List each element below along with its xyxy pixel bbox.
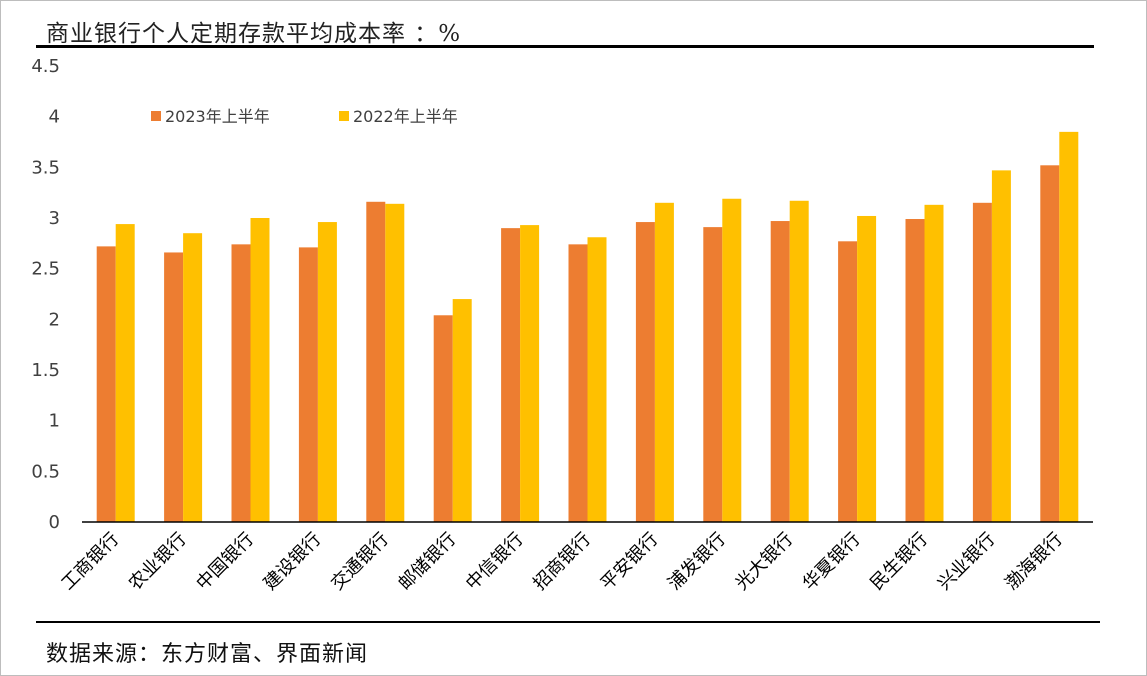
x-tick-label: 中国银行 [192,529,258,595]
legend-swatch [151,111,161,121]
x-tick-label: 招商银行 [529,529,595,595]
x-tick-label: 平安银行 [597,529,663,595]
x-tick-label: 渤海银行 [1001,529,1067,595]
bar-series-1 [366,201,386,522]
y-tick-label: 0 [49,512,60,533]
bar-series-2 [991,170,1011,522]
bar-series-2 [385,203,405,522]
y-tick-label: 1.5 [31,360,60,381]
y-tick-label: 2 [49,309,60,330]
bar-series-1 [164,252,184,522]
source-rule [36,621,1100,623]
bar-series-2 [317,222,337,522]
bar-series-1 [838,241,858,522]
data-source: 数据来源：东方财富、界面新闻 [46,642,369,667]
bar-series-2 [250,218,270,522]
bar-series-1 [905,219,925,522]
legend-label: 2022年上半年 [353,107,458,126]
bar-series-2 [452,299,472,522]
bar-series-2 [857,215,877,522]
bar-series-2 [587,237,607,522]
bar-series-1 [96,246,116,522]
y-tick-label: 3 [49,208,60,229]
y-tick-label: 4 [49,107,60,128]
chart-title: 商业银行个人定期存款平均成本率 ：% [46,21,462,47]
bar-series-1 [972,202,992,523]
bar-series-1 [1040,165,1060,522]
bar-series-2 [115,224,135,522]
x-tick-label: 工商银行 [57,529,123,595]
x-tick-label: 浦发银行 [664,529,730,595]
bar-series-2 [654,202,674,523]
x-tick-label: 交通银行 [327,529,393,595]
bar-series-1 [635,222,655,522]
y-tick-label: 4.5 [31,56,60,77]
legend-label: 2023年上半年 [165,107,270,126]
bar-series-1 [231,244,251,522]
x-tick-label: 农业银行 [125,529,191,595]
x-tick-label: 光大银行 [731,529,797,595]
bar-series-1 [298,247,318,523]
bar-series-2 [722,198,742,522]
x-tick-label: 华夏银行 [799,529,865,595]
y-tick-label: 3.5 [31,157,60,178]
x-tick-label: 民生银行 [866,529,932,595]
bar-series-2 [1059,131,1079,522]
title-rule [36,45,1094,48]
bar-series-1 [433,315,453,522]
y-tick-label: 0.5 [31,461,60,482]
bar-series-2 [924,204,944,522]
bar-series-2 [789,200,809,523]
x-tick-label: 建设银行 [260,529,326,595]
bar-series-1 [501,228,521,522]
y-tick-label: 1 [49,411,60,432]
bar-series-1 [703,227,723,522]
y-tick-label: 2.5 [31,259,60,280]
bar-series-2 [520,225,540,523]
x-tick-label: 邮储银行 [394,529,460,595]
x-tick-label: 兴业银行 [934,529,1000,595]
bar-series-1 [770,221,790,523]
x-tick-label: 中信银行 [462,529,528,595]
legend-swatch [339,111,349,121]
bar-series-2 [183,233,203,522]
bar-series-1 [568,244,588,522]
